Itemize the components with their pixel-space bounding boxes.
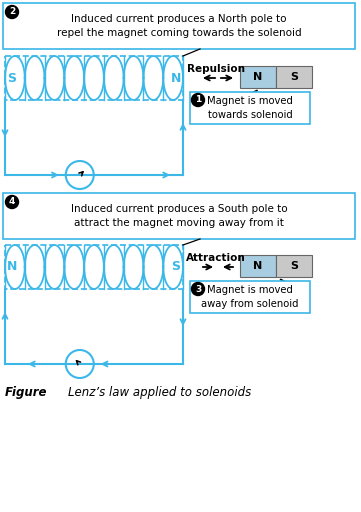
Text: N: N bbox=[253, 72, 262, 82]
Text: Magnet is moved
towards solenoid: Magnet is moved towards solenoid bbox=[207, 96, 293, 120]
Text: 1: 1 bbox=[195, 96, 201, 104]
Text: S: S bbox=[290, 261, 298, 271]
Text: Figure: Figure bbox=[5, 386, 48, 399]
Text: Repulsion: Repulsion bbox=[187, 64, 245, 74]
Text: S: S bbox=[8, 72, 17, 84]
Bar bbox=[5, 56, 183, 100]
Text: Magnet is moved
away from solenoid: Magnet is moved away from solenoid bbox=[201, 285, 299, 309]
Text: N: N bbox=[7, 261, 17, 273]
Text: N: N bbox=[253, 261, 262, 271]
Text: N: N bbox=[171, 72, 181, 84]
Circle shape bbox=[191, 94, 204, 106]
Bar bbox=[5, 245, 183, 289]
Text: 4: 4 bbox=[9, 198, 15, 206]
Bar bbox=[3, 3, 355, 49]
Text: 2: 2 bbox=[9, 8, 15, 16]
Circle shape bbox=[191, 283, 204, 295]
Bar bbox=[276, 66, 312, 88]
Bar bbox=[240, 66, 276, 88]
Text: Lenz’s law applied to solenoids: Lenz’s law applied to solenoids bbox=[68, 386, 251, 399]
Circle shape bbox=[5, 6, 18, 18]
Text: Induced current produces a South pole to
attract the magnet moving away from it: Induced current produces a South pole to… bbox=[71, 204, 287, 228]
Bar bbox=[3, 193, 355, 239]
Bar bbox=[240, 255, 276, 277]
Circle shape bbox=[5, 196, 18, 208]
Text: Attraction: Attraction bbox=[186, 253, 246, 263]
Text: S: S bbox=[290, 72, 298, 82]
Bar bbox=[190, 92, 310, 124]
Text: 3: 3 bbox=[195, 285, 201, 293]
Text: Induced current produces a North pole to
repel the magnet coming towards the sol: Induced current produces a North pole to… bbox=[57, 14, 301, 37]
Text: S: S bbox=[171, 261, 180, 273]
Bar bbox=[276, 255, 312, 277]
Bar bbox=[190, 281, 310, 313]
